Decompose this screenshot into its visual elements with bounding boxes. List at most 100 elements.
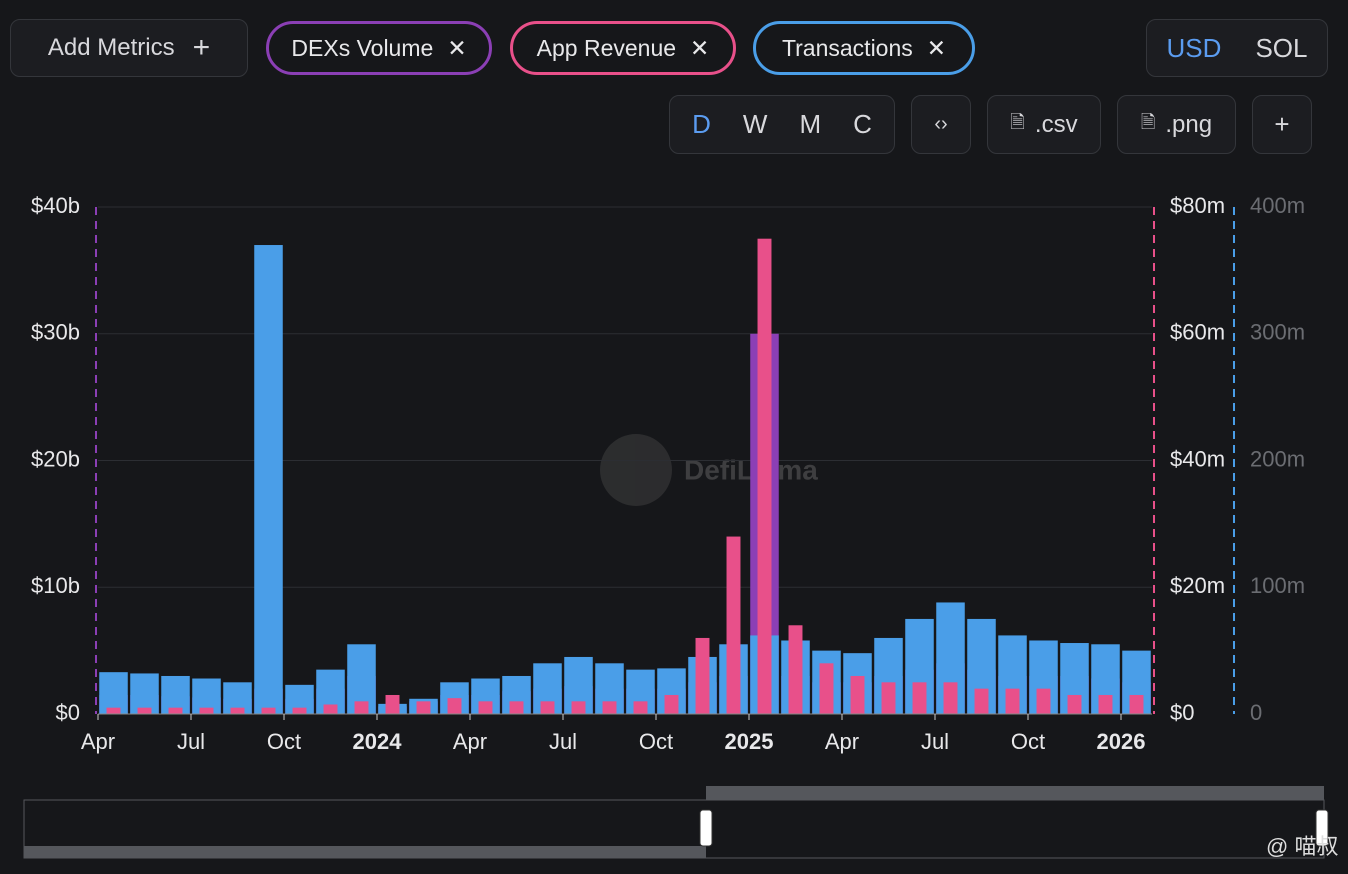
- bar: [626, 688, 655, 714]
- bar: [571, 701, 586, 714]
- x-tick-label: Apr: [453, 729, 487, 754]
- png-button[interactable]: 🗎 .png: [1117, 95, 1236, 154]
- x-tick-label: Apr: [81, 729, 115, 754]
- y3-tick-label: 0: [1250, 700, 1262, 725]
- brush-handle-bar[interactable]: [706, 786, 1324, 800]
- bar: [385, 694, 400, 714]
- bar: [726, 536, 741, 714]
- y-tick-label: $0: [56, 700, 80, 725]
- bar: [471, 678, 500, 714]
- bar: [161, 675, 190, 714]
- metric-chip[interactable]: Transactions ✕: [753, 21, 975, 75]
- bar: [1067, 694, 1082, 714]
- bar: [99, 672, 128, 714]
- interval-option[interactable]: W: [742, 109, 768, 139]
- bar: [347, 644, 376, 714]
- credit: @ 喵叔: [1266, 834, 1338, 859]
- bar: [943, 682, 958, 714]
- bar: [1098, 694, 1113, 714]
- csv-button[interactable]: 🗎 .csv: [987, 95, 1101, 154]
- bar: [285, 684, 314, 714]
- bar: [192, 678, 221, 714]
- bar: [998, 635, 1027, 714]
- bar: [533, 688, 562, 714]
- y-tick-label: $10b: [31, 573, 80, 598]
- plus-icon: +: [192, 31, 211, 64]
- bar: [1060, 643, 1089, 714]
- bar: [354, 701, 369, 714]
- bar: [1122, 650, 1151, 714]
- bar: [757, 238, 772, 714]
- bar: [285, 698, 314, 714]
- bar: [509, 701, 524, 714]
- bar: [819, 663, 834, 714]
- bar: [688, 656, 717, 714]
- bar: [1091, 678, 1120, 714]
- bar: [137, 707, 152, 714]
- bar: [199, 707, 214, 714]
- bar: [1060, 675, 1089, 714]
- bar: [540, 701, 555, 714]
- bar: [254, 688, 283, 714]
- y3-tick-label: 300m: [1250, 320, 1305, 345]
- y2-tick-label: $20m: [1170, 573, 1225, 598]
- y3-tick-label: 100m: [1250, 573, 1305, 598]
- bar: [440, 682, 469, 714]
- bar: [657, 688, 686, 714]
- bar: [254, 245, 283, 714]
- bar: [1036, 688, 1051, 714]
- y-tick-label: $30b: [31, 320, 80, 345]
- interval-option[interactable]: C: [853, 109, 872, 139]
- bar: [106, 707, 121, 714]
- bar: [347, 675, 376, 714]
- bar: [261, 707, 276, 714]
- bar: [409, 701, 438, 714]
- currency-toggle: USD SOL: [1146, 19, 1328, 77]
- bar: [564, 656, 593, 714]
- x-tick-label: Apr: [825, 729, 859, 754]
- bar: [595, 663, 624, 714]
- y3-tick-label: 400m: [1250, 193, 1305, 218]
- metric-chip[interactable]: DEXs Volume ✕: [266, 21, 492, 75]
- bar: [1122, 682, 1151, 714]
- bar: [750, 635, 779, 714]
- bar: [478, 701, 493, 714]
- bar: [781, 640, 810, 714]
- bar: [230, 707, 245, 714]
- close-icon[interactable]: ✕: [447, 34, 467, 61]
- y2-tick-label: $60m: [1170, 320, 1225, 345]
- x-tick-label: Jul: [549, 729, 577, 754]
- bar: [533, 663, 562, 714]
- y-tick-label: $20b: [31, 446, 80, 471]
- bar: [316, 688, 345, 714]
- bar: [719, 675, 748, 714]
- embed-button[interactable]: ‹›: [911, 95, 971, 154]
- y2-tick-label: $0: [1170, 700, 1194, 725]
- close-icon[interactable]: ✕: [690, 34, 710, 61]
- currency-option[interactable]: SOL: [1255, 32, 1308, 63]
- add-metrics-button[interactable]: Add Metrics +: [10, 19, 248, 77]
- bar: [998, 675, 1027, 714]
- y2-tick-label: $40m: [1170, 446, 1225, 471]
- bar: [750, 333, 779, 714]
- brush-handle[interactable]: [1315, 809, 1329, 847]
- y2-tick-label: $80m: [1170, 193, 1225, 218]
- interval-option[interactable]: D: [692, 109, 711, 139]
- bar: [130, 694, 159, 714]
- brush-handle[interactable]: [699, 809, 713, 847]
- more-button[interactable]: +: [1252, 95, 1312, 154]
- currency-option[interactable]: USD: [1166, 32, 1222, 63]
- bar: [378, 703, 407, 714]
- interval-option[interactable]: M: [799, 109, 822, 139]
- bar: [409, 698, 438, 714]
- close-icon[interactable]: ✕: [926, 34, 947, 61]
- bar: [292, 707, 307, 714]
- metric-chip[interactable]: App Revenue ✕: [510, 21, 736, 75]
- bar: [378, 706, 407, 714]
- png-label: .png: [1165, 110, 1213, 138]
- bar: [1029, 640, 1058, 714]
- bar: [633, 701, 648, 714]
- bar: [564, 686, 593, 714]
- bar: [316, 669, 345, 714]
- bar: [695, 637, 710, 714]
